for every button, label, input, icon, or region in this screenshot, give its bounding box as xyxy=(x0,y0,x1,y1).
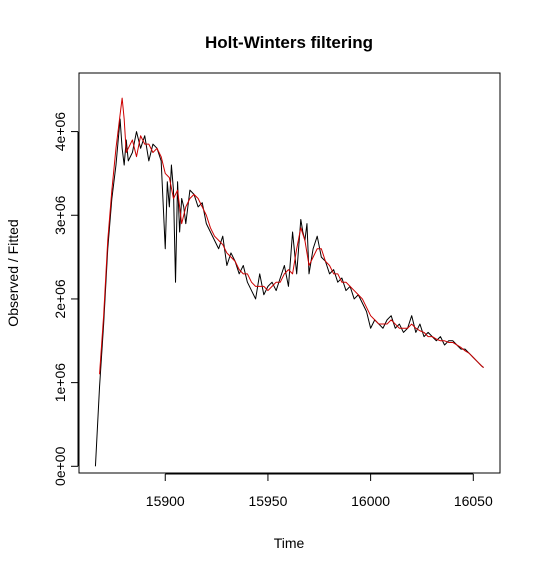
x-tick-label: 16000 xyxy=(351,493,390,509)
y-tick-label: 4e+06 xyxy=(52,112,68,152)
y-tick-label: 1e+06 xyxy=(52,363,68,403)
x-tick-label: 15950 xyxy=(248,493,287,509)
y-axis: 0e+00 1e+06 2e+06 3e+06 4e+06 xyxy=(52,112,79,486)
x-tick-label: 15900 xyxy=(146,493,185,509)
x-tick-label: 16050 xyxy=(454,493,493,509)
y-tick-label: 2e+06 xyxy=(52,279,68,319)
series-layer xyxy=(94,97,484,467)
series-line-2 xyxy=(99,97,484,375)
chart-title: Holt-Winters filtering xyxy=(205,33,373,52)
y-axis-label: Observed / Fitted xyxy=(5,219,21,326)
y-tick-label: 3e+06 xyxy=(52,195,68,235)
plot-area-frame xyxy=(78,72,501,474)
y-tick-label: 0e+00 xyxy=(52,446,68,486)
x-axis-label: Time xyxy=(274,535,305,551)
x-axis: 15900 15950 16000 16050 xyxy=(146,473,493,509)
